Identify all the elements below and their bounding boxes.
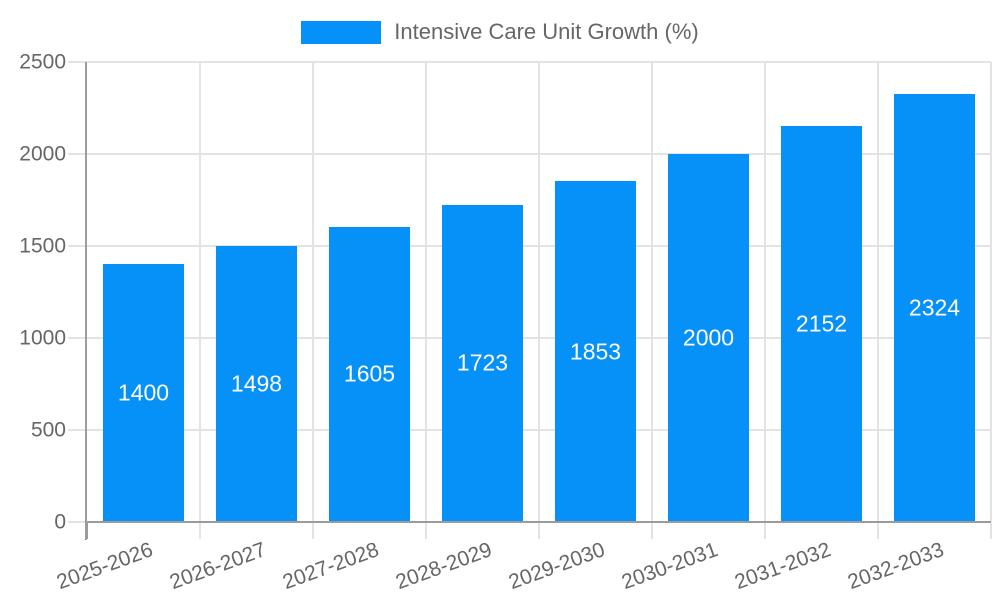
bar-value-label: 2000 [682, 324, 735, 351]
x-axis-line [85, 521, 991, 523]
y-axis-tick-label: 1000 [19, 326, 66, 350]
y-axis-tick-label: 1500 [19, 234, 66, 258]
gridline-x-boundary-8 [990, 62, 992, 522]
bar-series: 1400 1498 1605 1723 1853 2000 2152 2324 [87, 62, 991, 522]
tick-mark-x-0 [86, 523, 88, 539]
bar-2031-2032[interactable]: 2152 [781, 126, 862, 522]
bar-cell-2030-2031: 2000 [652, 62, 765, 522]
x-axis-tick-label-2028-2029: 2028-2029 [392, 538, 496, 595]
x-axis-tick-label-2025-2026: 2025-2026 [53, 538, 157, 595]
tick-mark-x-4 [538, 523, 540, 539]
bar-2032-2033[interactable]: 2324 [894, 94, 975, 522]
gridline-y-1000 [68, 337, 991, 339]
gridline-x-boundary-7 [877, 62, 879, 522]
bar-2025-2026[interactable]: 1400 [103, 264, 184, 522]
bar-cell-2031-2032: 2152 [765, 62, 878, 522]
y-axis-tick-label: 0 [54, 510, 66, 534]
tick-mark-x-6 [764, 523, 766, 539]
bar-value-label: 2152 [795, 310, 848, 337]
gridline-x-boundary-4 [538, 62, 540, 522]
legend-swatch [301, 20, 382, 44]
bar-value-label: 1400 [117, 379, 170, 406]
bar-2029-2030[interactable]: 1853 [555, 181, 636, 522]
y-axis-line [85, 62, 87, 540]
bar-cell-2027-2028: 1605 [313, 62, 426, 522]
gridline-y-2000 [68, 153, 991, 155]
x-axis-labels: 2025-2026 2026-2027 2027-2028 2028-2029 2029… [54, 537, 991, 600]
x-axis-tick-label-2032-2033: 2032-2033 [844, 538, 948, 595]
tick-mark-x-5 [651, 523, 653, 539]
gridline-y-2500 [68, 61, 991, 63]
gridline-x-boundary-3 [425, 62, 427, 522]
bar-cell-2029-2030: 1853 [539, 62, 652, 522]
bar-2027-2028[interactable]: 1605 [329, 226, 410, 522]
tick-mark-x-1 [199, 523, 201, 539]
gridline-x-boundary-5 [651, 62, 653, 522]
bar-2028-2029[interactable]: 1723 [442, 204, 523, 522]
legend-item[interactable]: Intensive Care Unit Growth (%) [0, 19, 1000, 45]
y-axis-tick-label: 500 [30, 418, 66, 442]
gridline-x-boundary-2 [312, 62, 314, 522]
bar-cell-2028-2029: 1723 [426, 62, 539, 522]
bar-value-label: 1853 [569, 338, 622, 365]
bar-2026-2027[interactable]: 1498 [216, 246, 297, 522]
bar-cell-2026-2027: 1498 [200, 62, 313, 522]
gridline-x-boundary-6 [764, 62, 766, 522]
x-axis-tick-label-2027-2028: 2027-2028 [279, 538, 383, 595]
y-axis-tick-label: 2000 [19, 142, 66, 166]
bar-value-label: 1605 [343, 360, 396, 387]
gridline-x-boundary-1 [199, 62, 201, 522]
plot-area: 1400 1498 1605 1723 1853 2000 2152 2324 [68, 61, 992, 540]
gridline-y-500 [68, 429, 991, 431]
bar-2030-2031[interactable]: 2000 [668, 154, 749, 522]
y-axis-tick-label: 2500 [19, 50, 66, 74]
bar-cell-2025-2026: 1400 [87, 62, 200, 522]
gridline-y-1500 [68, 245, 991, 247]
tick-mark-x-2 [312, 523, 314, 539]
x-axis-tick-label-2029-2030: 2029-2030 [505, 538, 609, 595]
bar-value-label: 2324 [908, 294, 961, 321]
x-axis-tick-label-2031-2032: 2031-2032 [731, 538, 835, 595]
legend-label: Intensive Care Unit Growth (%) [394, 19, 699, 44]
bar-cell-2032-2033: 2324 [878, 62, 991, 522]
x-axis-tick-label-2030-2031: 2030-2031 [618, 538, 722, 595]
tick-mark-x-7 [877, 523, 879, 539]
tick-mark-x-8 [990, 523, 992, 539]
tick-mark-y-0 [68, 521, 87, 523]
tick-mark-x-3 [425, 523, 427, 539]
y-axis-labels: 0 500 1000 1500 2000 2500 [0, 52, 66, 533]
bar-value-label: 1723 [456, 349, 509, 376]
x-axis-tick-label-2026-2027: 2026-2027 [166, 538, 270, 595]
bar-value-label: 1498 [230, 370, 283, 397]
